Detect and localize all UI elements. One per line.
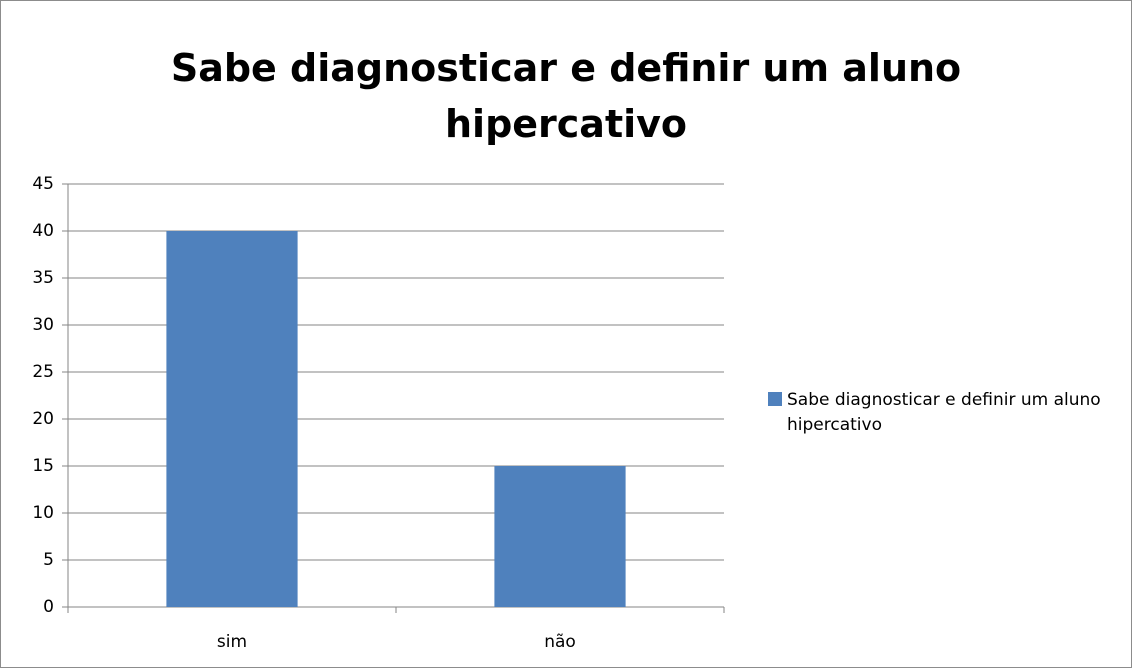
y-tick-label: 0	[43, 597, 54, 617]
y-tick-label: 10	[32, 503, 54, 523]
y-tick-label: 15	[32, 456, 54, 476]
chart-title: Sabe diagnosticar e definir um aluno hip…	[170, 46, 962, 146]
legend-swatch	[768, 392, 782, 406]
x-tick-label: sim	[217, 632, 247, 652]
bar	[494, 466, 626, 607]
y-tick-label: 45	[32, 174, 54, 194]
bar	[166, 231, 298, 607]
y-tick-label: 25	[32, 362, 54, 382]
x-tick-label: não	[544, 632, 576, 652]
y-tick-label: 5	[43, 550, 54, 570]
legend: Sabe diagnosticar e definir um aluno hip…	[768, 388, 1128, 438]
y-tick-label: 40	[32, 221, 54, 241]
y-tick-label: 35	[32, 268, 54, 288]
legend-label: Sabe diagnosticar e definir um aluno hip…	[787, 390, 1101, 435]
y-tick-label: 20	[32, 409, 54, 429]
y-tick-label: 30	[32, 315, 54, 335]
